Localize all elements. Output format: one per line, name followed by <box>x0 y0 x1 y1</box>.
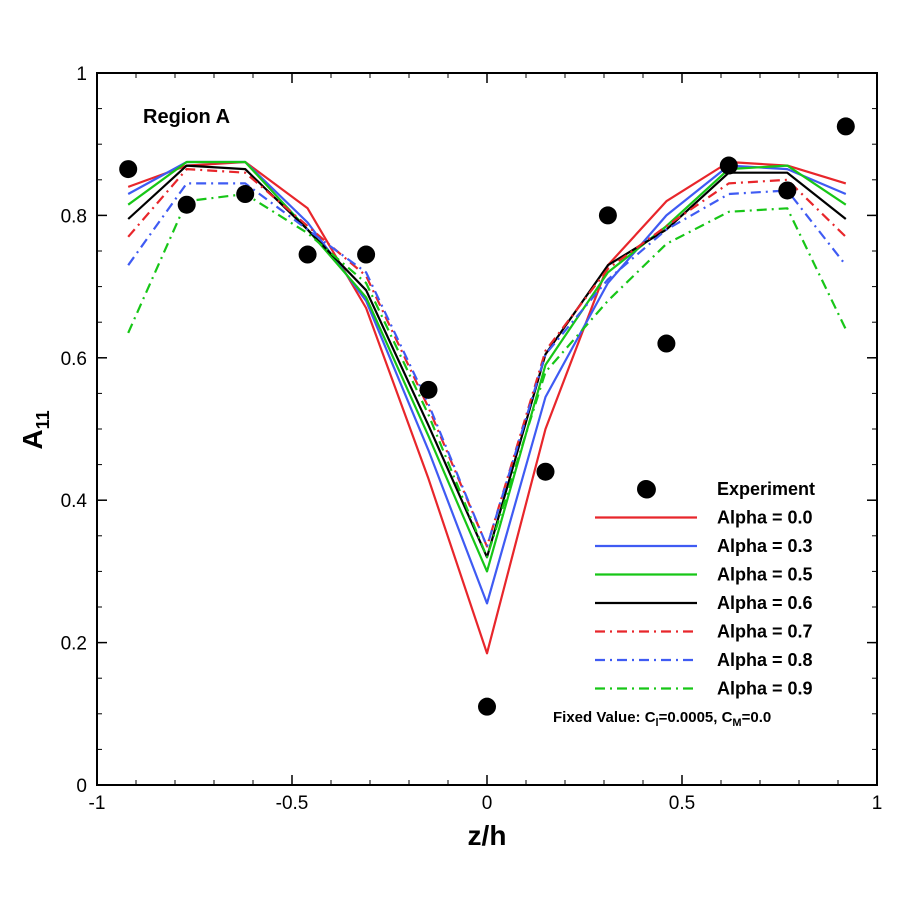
series-line-5 <box>127 182 847 548</box>
legend-label-3: Alpha = 0.6 <box>717 593 813 613</box>
experiment-point <box>657 334 676 353</box>
x-tick-label: -0.5 <box>276 793 309 814</box>
x-tick-label: 0.5 <box>669 793 695 814</box>
legend: Experiment Alpha = 0.0 Alpha = 0.3 Alpha = … <box>595 479 815 699</box>
experiment-point <box>719 156 738 175</box>
series-line-6 <box>127 192 847 559</box>
y-axis-title-subscript: 11 <box>33 410 53 429</box>
y-tick-label: 0.8 <box>61 206 87 227</box>
experiment-point <box>478 697 496 716</box>
legend-label-2: Alpha = 0.5 <box>717 565 813 585</box>
fixed-value-suffix: =0.0 <box>742 709 772 726</box>
legend-label-5: Alpha = 0.8 <box>717 650 813 670</box>
y-tick-label: 0.6 <box>61 349 87 370</box>
y-tick-label: 0 <box>76 776 87 797</box>
experiment-point <box>298 245 317 264</box>
experiment-point <box>119 160 138 179</box>
x-tick-label: -1 <box>89 793 106 814</box>
legend-label-0: Alpha = 0.0 <box>717 508 813 528</box>
experiment-point <box>177 195 196 214</box>
experiment-point <box>778 181 797 200</box>
x-tick-label: 0 <box>482 793 493 814</box>
legend-label-6: Alpha = 0.9 <box>717 679 813 699</box>
legend-label-experiment: Experiment <box>717 479 815 499</box>
experiment-point <box>836 117 855 136</box>
region-label: Region A <box>143 106 230 128</box>
fixed-value-prefix: Fixed Value: C <box>553 709 656 726</box>
y-axis-title: A11 <box>17 410 53 449</box>
fixed-value-sub2: M <box>732 717 741 729</box>
y-axis-title-main: A <box>17 429 48 449</box>
fixed-value-note: Fixed Value: Cl=0.0005, CM=0.0 <box>553 709 771 729</box>
x-tick-label: 1 <box>872 793 883 814</box>
experiment-point <box>598 206 617 225</box>
y-tick-label: 0.4 <box>61 491 88 512</box>
y-tick-label: 1 <box>76 64 87 85</box>
series-line-4 <box>127 168 847 548</box>
x-axis-title: z/h <box>468 820 507 851</box>
legend-label-4: Alpha = 0.7 <box>717 622 813 642</box>
experiment-point <box>419 380 438 399</box>
legend-label-1: Alpha = 0.3 <box>717 536 813 556</box>
y-tick-label: 0.2 <box>61 634 87 655</box>
experiment-point <box>236 185 255 204</box>
experiment-point <box>357 245 376 264</box>
experiment-point <box>536 462 555 481</box>
axis-ticks: -1 -0.5 0 0.5 1 0 0.2 0.4 0.6 0.8 1 <box>61 64 883 814</box>
fixed-value-mid: =0.0005, C <box>659 709 733 726</box>
fixed-value-sub1: l <box>656 717 659 729</box>
legend-marker-experiment <box>637 480 655 498</box>
